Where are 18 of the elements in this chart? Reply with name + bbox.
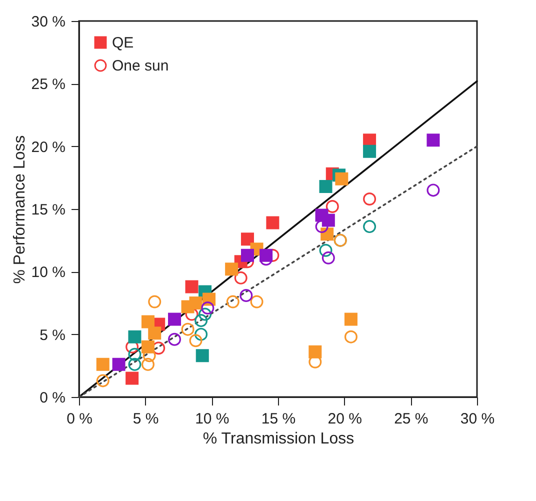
y-tick-label: 15 % [31,202,66,218]
y-tick-label: 25 % [31,76,66,94]
x-tick-label: 15 % [261,410,296,428]
x-tick-label: 30 % [460,410,495,428]
x-tick-label: 5 % [132,410,159,428]
x-tick-label: 20 % [328,410,362,428]
y-tick-label: 20 % [31,138,66,156]
y-tick-label: 10 % [31,264,66,282]
x-tick-label: 25 % [394,410,428,428]
y-tick-label: 5 % [40,326,66,344]
x-tick-label: 10 % [195,410,230,428]
y-tick-label: 30 % [31,14,66,30]
x-axis-title: % Transmission Loss [202,430,354,448]
legend-label: One sun [112,58,169,74]
y-axis-title: % Performance Loss [11,135,28,284]
x-tick-label: 0 % [66,410,92,428]
y-tick-label: 0 % [40,390,66,406]
legend-label: QE [112,34,134,52]
